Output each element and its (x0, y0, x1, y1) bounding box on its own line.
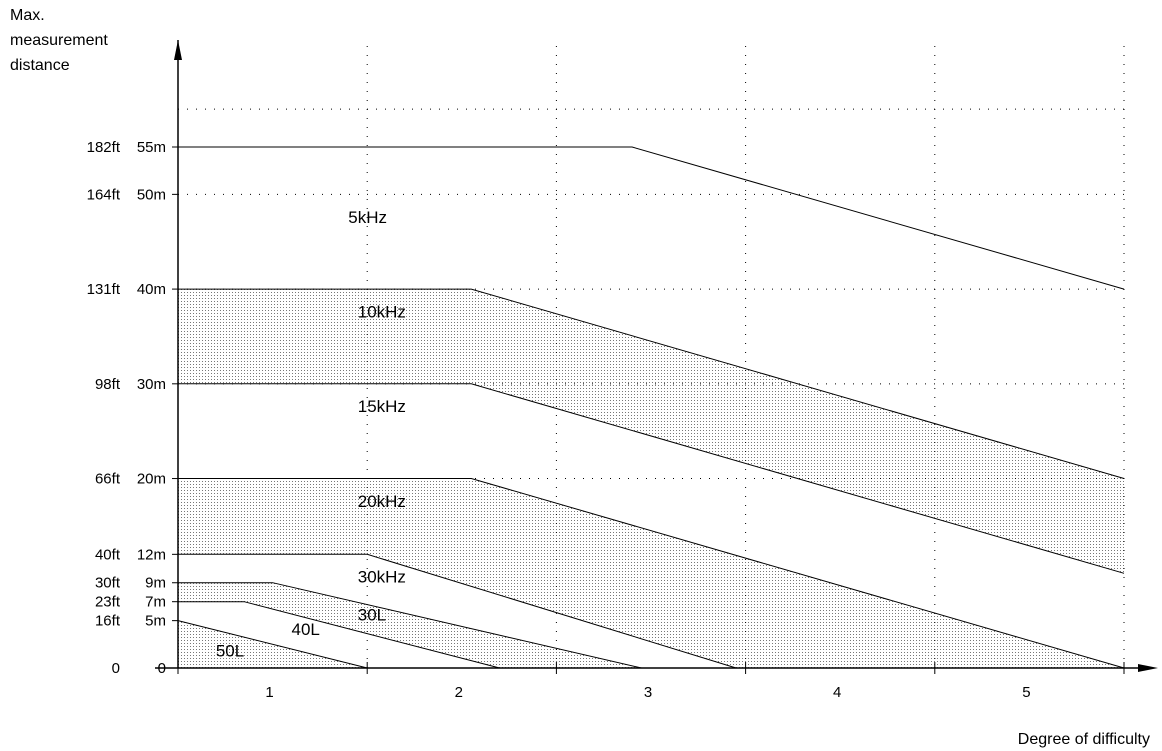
series-label-5kHz: 5kHz (348, 208, 387, 227)
series-labels: 5kHz 10kHz 15kHz 20kHz 30kHz 30L 40L 50L (216, 208, 406, 661)
y-tick-label-m: 55m (137, 139, 166, 156)
y-tick-label-ft: 16ft (95, 613, 121, 630)
series-label-50L: 50L (216, 642, 244, 661)
series-lines (177, 146, 1125, 669)
y-tick-label-ft: 131ft (87, 281, 121, 298)
y-tick-label-ft: 98ft (95, 376, 121, 393)
series-line-30L (178, 582, 642, 669)
y-tick-label-m: 20m (137, 471, 166, 488)
shaded-bands (178, 289, 1124, 668)
series-line-50L (177, 620, 368, 669)
band-20kHz (178, 478, 1124, 668)
series-label-30L: 30L (358, 606, 386, 625)
series-label-40L: 40L (292, 620, 320, 639)
y-tick-label-m: 30m (137, 376, 166, 393)
y-tick-label-m: 0 (158, 660, 166, 677)
tick-labels: 1 2 3 4 5 0 0 5m 16ft 7m 23ft 9m 30ft 12m 40ft 20m 66ft 3… (87, 139, 1031, 701)
series-line-30kHz (178, 553, 737, 669)
y-tick-label-m: 5m (145, 613, 166, 630)
y-tick-label-ft: 66ft (95, 471, 121, 488)
band-10kHz (178, 289, 1124, 574)
y-tick-label-m: 12m (137, 546, 166, 563)
series-label-20kHz: 20kHz (358, 492, 406, 511)
y-tick-label-ft: 182ft (87, 139, 121, 156)
x-tick-label: 5 (1022, 684, 1030, 701)
series-line-10kHz (178, 288, 1125, 479)
series-line-40L (178, 601, 500, 669)
band-30L (178, 582, 1124, 668)
y-tick-label-m: 40m (137, 281, 166, 298)
series-line-15kHz (178, 383, 1125, 574)
y-tick-label-m: 9m (145, 575, 166, 592)
series-line-20kHz (178, 478, 1125, 669)
y-axis-arrow (174, 40, 182, 60)
x-tick-label: 1 (265, 684, 273, 701)
axes (155, 40, 1158, 674)
y-tick-label-m: 50m (137, 186, 166, 203)
y-axis-label: Max. measurement distance (10, 7, 108, 74)
band-50L (178, 620, 1124, 668)
series-label-30kHz: 30kHz (358, 568, 406, 587)
y-tick-label-m: 7m (145, 594, 166, 611)
series-line-5kHz (178, 146, 1125, 290)
series-label-15kHz: 15kHz (358, 397, 406, 416)
series-label-10kHz: 10kHz (358, 303, 406, 322)
x-tick-label: 2 (455, 684, 463, 701)
x-tick-label: 4 (833, 684, 841, 701)
y-tick-label-ft: 0 (112, 660, 120, 677)
y-tick-label-ft: 30ft (95, 575, 121, 592)
x-axis-arrow (1138, 664, 1158, 672)
y-tick-label-ft: 23ft (95, 594, 121, 611)
x-tick-label: 3 (644, 684, 652, 701)
y-tick-label-ft: 164ft (87, 186, 121, 203)
x-axis-label: Degree of difficulty (1018, 731, 1150, 748)
y-tick-label-ft: 40ft (95, 546, 121, 563)
